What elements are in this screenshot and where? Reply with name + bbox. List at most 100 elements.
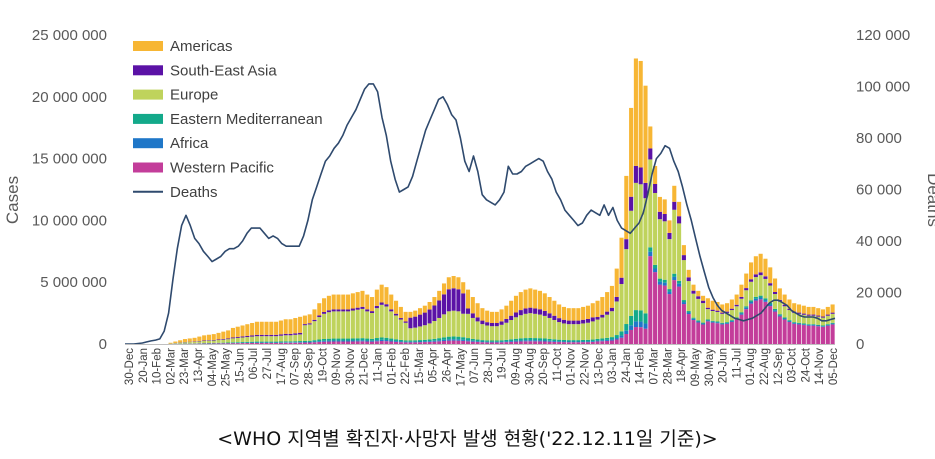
bar-segment-eastern-mediterranean (782, 317, 787, 319)
bar-segment-eastern-mediterranean (384, 337, 389, 341)
bar-segment-western-pacific (715, 323, 720, 344)
bar-segment-eastern-mediterranean (250, 341, 255, 343)
bar-segment-africa (446, 339, 451, 341)
x-tick-label: 23-Mar (179, 348, 191, 385)
bar-segment-eastern-mediterranean (518, 338, 523, 341)
bar-segment-africa (830, 323, 835, 325)
bar-segment-eastern-mediterranean (662, 279, 667, 283)
legend-swatch (133, 41, 163, 51)
bar-segment-western-pacific (830, 324, 835, 344)
bar-segment-south-east-asia (437, 300, 442, 318)
x-tick-label: 22-Feb (400, 348, 412, 384)
x-tick-label: 02-Mar (165, 348, 177, 385)
bar-segment-western-pacific (513, 341, 519, 344)
bar-segment-africa (796, 323, 802, 325)
bar-segment-americas (250, 322, 255, 336)
bar-segment-eastern-mediterranean (581, 339, 586, 342)
bar-segment-western-pacific (701, 324, 706, 344)
bar-segment-europe (178, 342, 183, 344)
bar-segment-western-pacific (725, 323, 730, 344)
bar-segment-europe (686, 281, 691, 312)
bar-segment-south-east-asia (518, 310, 523, 316)
bar-segment-europe (288, 335, 293, 342)
bar-segment-americas (374, 289, 379, 306)
bar-segment-europe (336, 311, 341, 339)
bar-segment-eastern-mediterranean (796, 322, 802, 324)
bar-segment-eastern-mediterranean (677, 280, 682, 284)
bar-segment-south-east-asia (235, 336, 240, 338)
bar-segment-eastern-mediterranean (686, 311, 691, 313)
bar-segment-western-pacific (398, 342, 403, 344)
bar-segment-europe (557, 322, 562, 340)
bar-segment-western-pacific (441, 340, 447, 344)
bar-segment-americas (590, 303, 595, 318)
bar-segment-africa (629, 325, 634, 330)
bar-segment-americas (254, 321, 259, 335)
bar-segment-africa (417, 341, 423, 343)
bar-segment-europe (278, 335, 283, 342)
bar-segment-americas (758, 253, 763, 273)
bar-segment-africa (413, 341, 418, 343)
bar-segment-americas (288, 319, 293, 334)
bar-segment-europe (298, 334, 303, 342)
bar-segment-western-pacific (355, 341, 360, 344)
y-tick-label: 25 000 000 (32, 27, 107, 44)
x-tick-label: 30-Aug (524, 348, 536, 385)
bar-segment-americas (677, 201, 682, 217)
bar-segment-europe (480, 324, 485, 341)
bar-segment-europe (422, 325, 427, 340)
bar-segment-americas (705, 298, 710, 308)
bar-segment-eastern-mediterranean (441, 337, 447, 340)
bar-segment-europe (739, 298, 744, 313)
bar-segment-south-east-asia (269, 334, 274, 337)
bar-segment-americas (413, 310, 418, 317)
bar-segment-africa (374, 340, 379, 342)
bar-segment-western-pacific (446, 340, 451, 344)
bar-segment-south-east-asia (245, 335, 250, 338)
bar-segment-africa (528, 340, 533, 342)
bar-segment-south-east-asia (322, 311, 327, 314)
bar-segment-europe (437, 317, 442, 339)
bar-segment-south-east-asia (489, 323, 495, 327)
bar-segment-western-pacific (801, 325, 806, 344)
bar-segment-americas (489, 311, 495, 323)
bar-segment-western-pacific (489, 342, 495, 344)
bar-segment-south-east-asia (523, 308, 528, 314)
bar-segment-eastern-mediterranean (355, 338, 360, 341)
bar-segment-western-pacific (677, 286, 682, 344)
bar-segment-eastern-mediterranean (749, 300, 754, 302)
bar-segment-south-east-asia (619, 277, 624, 285)
x-tick-label: 09-May (690, 348, 702, 387)
bar-segment-americas (504, 305, 509, 319)
bar-segment-eastern-mediterranean (557, 339, 562, 342)
bar-segment-europe (734, 306, 739, 318)
legend-label: Europe (170, 87, 218, 104)
bar-segment-africa (341, 340, 346, 342)
bar-segment-africa (331, 340, 336, 342)
bar-segment-africa (499, 341, 504, 343)
bar-segment-south-east-asia (739, 296, 744, 299)
bar-segment-eastern-mediterranean (609, 337, 614, 340)
bar-segment-africa (787, 321, 792, 322)
bar-segment-americas (293, 318, 298, 334)
bar-segment-south-east-asia (302, 324, 307, 326)
bar-segment-eastern-mediterranean (801, 323, 806, 325)
bar-segment-eastern-mediterranean (264, 341, 269, 343)
bar-segment-europe (259, 336, 264, 342)
bar-segment-americas (547, 297, 552, 314)
bar-segment-eastern-mediterranean (254, 341, 259, 343)
bar-segment-eastern-mediterranean (427, 339, 432, 342)
bar-segment-americas (202, 335, 207, 341)
bar-segment-western-pacific (643, 328, 648, 344)
bar-segment-americas (777, 288, 782, 300)
bar-segment-western-pacific (581, 342, 586, 344)
bar-segment-south-east-asia (485, 322, 490, 326)
bar-segment-americas (312, 309, 317, 320)
bar-segment-south-east-asia (537, 309, 543, 315)
bar-segment-eastern-mediterranean (547, 338, 552, 341)
bar-segment-europe (173, 343, 178, 344)
bar-segment-americas (485, 310, 490, 323)
bar-segment-europe (792, 312, 797, 323)
bar-segment-europe (370, 313, 375, 339)
bar-segment-americas (537, 290, 543, 310)
